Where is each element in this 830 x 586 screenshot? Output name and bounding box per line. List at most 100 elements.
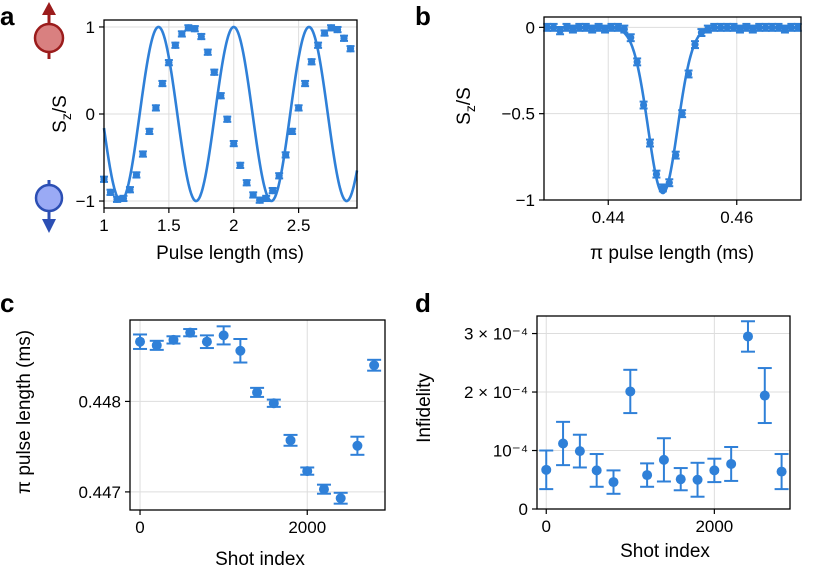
panel-d-xlabel: Shot index (620, 541, 710, 562)
panel-b-frame (543, 16, 802, 201)
x-tick-label: 0.44 (592, 208, 625, 227)
x-tick-label: 1 (99, 216, 108, 235)
panel-b-ylabel: Sz/S (454, 87, 478, 125)
panel-letter-d: d (415, 288, 431, 318)
data-point (736, 25, 744, 33)
data-point (346, 45, 355, 53)
data-point (320, 29, 329, 37)
y-tick-label: 0 (519, 500, 528, 519)
spin-up-marker (33, 2, 65, 59)
data-point (135, 336, 146, 347)
data-point (781, 25, 789, 33)
x-tick-label: 2000 (695, 517, 733, 536)
spin-down-ball-icon (34, 183, 64, 213)
panel-b-xlabel: π pulse length (ms) (590, 243, 754, 264)
data-point (204, 48, 212, 56)
data-point (168, 334, 179, 345)
data-point (787, 23, 795, 31)
data-point (126, 186, 134, 194)
data-point (588, 25, 596, 33)
data-point (742, 331, 753, 342)
data-point (569, 25, 577, 33)
data-point (295, 104, 303, 112)
y-tick-label: 2 × 10⁻⁴ (464, 383, 528, 402)
data-point (314, 41, 322, 49)
panel-c-ylabel: π pulse length (ms) (14, 330, 35, 494)
data-point (262, 194, 270, 203)
spin-up-arrow-icon (42, 2, 56, 15)
data-point (165, 59, 173, 67)
panel-c-frame (129, 319, 386, 511)
data-point (550, 23, 558, 31)
data-point (307, 58, 316, 66)
data-point (171, 41, 179, 49)
data-point (543, 23, 551, 31)
data-point (749, 25, 757, 33)
y-tick-label: 3 × 10⁻⁴ (464, 325, 528, 344)
x-tick-label: 0 (135, 518, 144, 537)
data-point (642, 470, 653, 481)
data-point (704, 25, 712, 33)
data-point (675, 474, 686, 485)
data-point (335, 493, 346, 504)
data-point (595, 23, 603, 31)
data-point (684, 70, 693, 78)
data-point (333, 25, 342, 34)
data-point (723, 23, 731, 31)
data-point (185, 327, 196, 338)
data-point (562, 23, 571, 31)
data-point (759, 390, 770, 401)
data-point (710, 23, 718, 31)
data-point (729, 23, 738, 31)
panel-c: c 0 2000 0.448 0.447 Shot index π pulse le… (0, 288, 386, 570)
data-point (282, 151, 290, 159)
data-point (285, 435, 296, 446)
data-point (726, 458, 737, 469)
data-point (742, 23, 750, 31)
fit-curve (102, 25, 359, 203)
x-tick-label: 0.46 (720, 208, 753, 227)
panel-d-ylabel: Infidelity (414, 373, 435, 443)
data-point (608, 477, 619, 488)
x-tick-label: 0 (542, 517, 551, 536)
data-point (652, 170, 661, 178)
data-point (369, 360, 380, 371)
data-point (620, 25, 628, 33)
data-point (236, 161, 244, 169)
y-tick-label: 1 (86, 18, 95, 37)
data-point (340, 34, 348, 42)
data-point (659, 184, 667, 192)
data-point (132, 171, 141, 179)
data-point (184, 24, 192, 32)
data-point (678, 110, 686, 118)
panel-a-xlabel: Pulse length (ms) (156, 243, 304, 264)
data-point (574, 446, 585, 457)
x-tick-label: 2 (229, 216, 238, 235)
data-point (591, 465, 602, 476)
y-tick-label: 0 (526, 18, 535, 37)
spin-down-marker (34, 180, 64, 233)
data-point (352, 440, 363, 451)
data-point (275, 172, 283, 180)
data-point (646, 139, 654, 147)
data-point (235, 345, 246, 356)
panel-letter-a: a (0, 1, 15, 31)
data-point (558, 438, 569, 449)
data-point (217, 92, 225, 100)
data-point (139, 150, 147, 158)
data-point (288, 127, 296, 136)
data-point (658, 454, 669, 465)
data-point (755, 23, 763, 31)
data-point (268, 398, 279, 409)
data-point (776, 466, 787, 477)
data-point (210, 68, 218, 76)
y-tick-label: 0.448 (78, 392, 121, 411)
data-point (794, 23, 802, 31)
data-point (197, 32, 205, 41)
data-point (556, 27, 564, 35)
data-point (152, 104, 160, 112)
panel-c-xlabel: Shot index (215, 549, 305, 570)
data-point (582, 23, 590, 31)
y-tick-label: 0.447 (78, 483, 121, 502)
